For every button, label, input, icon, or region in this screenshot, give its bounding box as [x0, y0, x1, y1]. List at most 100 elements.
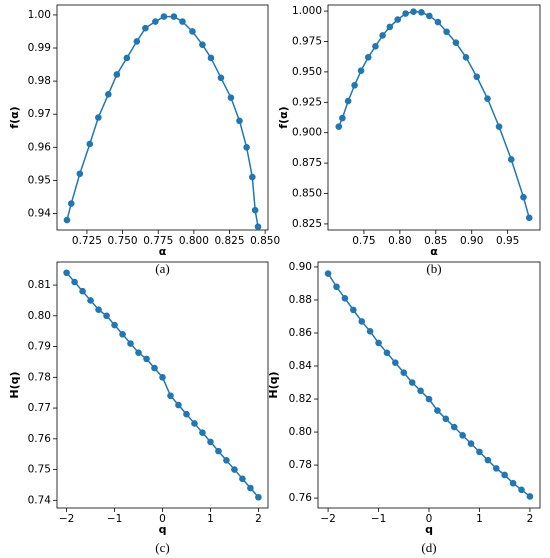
point [452, 39, 460, 47]
y-tick-label: 0.875 [292, 157, 322, 169]
x-tick-label: 0 [159, 513, 166, 525]
x-axis-label: α [430, 245, 438, 258]
point [160, 13, 168, 20]
x-tick-label: 0.80 [388, 235, 411, 247]
y-tick-label: 0.76 [28, 433, 52, 445]
point [76, 170, 84, 178]
point [103, 312, 110, 320]
y-tick-label: 0.950 [292, 66, 322, 78]
line [66, 15, 259, 227]
point [394, 16, 402, 23]
point [392, 359, 399, 367]
point [425, 395, 433, 403]
point [217, 74, 225, 82]
y-tick-label: 1.000 [292, 5, 322, 17]
x-axis-label: q [425, 523, 433, 536]
y-tick-label: 0.900 [292, 127, 322, 139]
x-axis-label: α [159, 245, 167, 258]
x-tick-label: 0.95 [496, 235, 519, 247]
y-tick-label: 0.77 [28, 402, 51, 414]
y-tick-label: 0.88 [289, 294, 312, 306]
y-axis-label: H(q) [8, 371, 21, 398]
y-tick-label: 1.00 [28, 9, 51, 21]
y-axis-label: H(q) [267, 371, 280, 398]
point [111, 321, 118, 329]
axes-frame [327, 4, 541, 231]
y-tick-label: 0.90 [289, 261, 312, 273]
x-tick-label: 0.750 [108, 235, 138, 247]
point [484, 456, 492, 464]
point [152, 18, 159, 25]
x-tick-label: −2 [59, 513, 74, 525]
point [459, 432, 466, 439]
point [473, 73, 481, 81]
y-axis-label: f(α) [8, 106, 21, 128]
point [87, 297, 94, 304]
point [170, 13, 178, 20]
point [63, 269, 70, 277]
y-tick-label: 0.86 [289, 327, 313, 339]
point [63, 216, 71, 224]
point [375, 339, 382, 347]
y-axis-label: f(α) [277, 106, 290, 128]
y-tick-label: 0.97 [28, 108, 51, 120]
point [344, 97, 352, 105]
point [113, 71, 121, 78]
point [105, 91, 112, 98]
point [402, 10, 409, 17]
point [372, 43, 379, 50]
axes-frame [56, 4, 269, 231]
y-tick-label: 0.74 [28, 494, 52, 506]
point [191, 420, 198, 427]
point [400, 369, 408, 376]
point [183, 410, 190, 418]
y-tick-label: 0.78 [289, 459, 312, 471]
point [215, 447, 222, 455]
point [142, 24, 149, 32]
x-tick-label: 0.90 [460, 235, 483, 247]
point [199, 429, 206, 436]
point [127, 340, 134, 347]
y-tick-label: 0.975 [292, 35, 322, 47]
point [357, 67, 365, 74]
point [255, 493, 262, 501]
y-tick-label: 0.76 [289, 492, 313, 504]
y-tick-label: 0.79 [28, 341, 51, 353]
point [135, 349, 142, 357]
point [251, 206, 259, 214]
y-tick-label: 0.98 [28, 75, 51, 87]
x-tick-label: 1 [476, 513, 483, 525]
x-tick-label: 0 [426, 513, 433, 525]
y-tick-label: 0.81 [28, 279, 51, 291]
point [450, 423, 458, 431]
point [67, 200, 75, 207]
point [408, 379, 416, 386]
point [95, 114, 102, 121]
y-tick-label: 0.825 [292, 218, 322, 230]
point [207, 438, 214, 446]
point [249, 173, 256, 181]
y-tick-label: 0.80 [289, 426, 312, 438]
y-tick-label: 0.95 [28, 174, 51, 186]
point [509, 479, 517, 487]
x-tick-label: −1 [107, 513, 122, 525]
point [207, 54, 215, 62]
x-tick-label: 0.725 [72, 235, 102, 247]
point [410, 8, 417, 15]
x-tick-label: 0.775 [143, 235, 173, 247]
point [525, 214, 533, 222]
point [243, 143, 250, 151]
axes-frame [317, 261, 541, 509]
point [366, 328, 374, 335]
x-tick-label: 0.800 [179, 235, 209, 247]
point [417, 387, 424, 395]
point [507, 156, 515, 163]
point [467, 440, 475, 447]
y-tick-label: 0.96 [28, 141, 52, 153]
x-tick-label: 0.85 [424, 235, 447, 247]
point [167, 392, 174, 400]
y-tick-label: 0.94 [28, 207, 52, 219]
point [143, 355, 150, 363]
point [239, 475, 246, 483]
point [227, 94, 235, 101]
